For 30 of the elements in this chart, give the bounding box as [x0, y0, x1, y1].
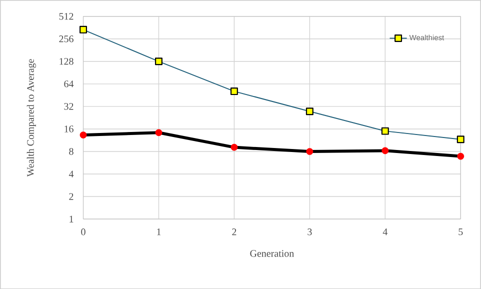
y-tick-label: 32	[64, 102, 74, 110]
point	[80, 26, 88, 34]
point	[457, 152, 464, 160]
y-tick-label: 1	[70, 216, 74, 222]
x-tick-label: 1	[157, 228, 161, 235]
point	[154, 58, 162, 65]
point	[456, 136, 464, 143]
x-axis-title: Generation	[250, 250, 294, 257]
point	[306, 148, 314, 155]
point	[230, 144, 238, 151]
x-tick-label: 0	[81, 228, 86, 236]
point	[155, 129, 162, 136]
y-tick-label: 8	[69, 148, 74, 155]
y-tick-label: 512	[59, 12, 74, 20]
point	[381, 127, 389, 135]
point	[230, 87, 238, 95]
y-tick-label: 4	[68, 170, 74, 178]
x-tick-label: 5	[458, 228, 463, 236]
x-tick-label: 2	[232, 228, 236, 235]
x-tick-label: 3	[308, 228, 312, 236]
y-tick-label: 128	[60, 58, 74, 65]
point	[306, 107, 314, 115]
point	[382, 147, 389, 154]
y-tick-label: 256	[59, 35, 74, 42]
y-tick-label: 16	[64, 125, 74, 132]
point	[80, 131, 87, 138]
y-tick-label: 64	[64, 80, 74, 88]
x-tick-label: 4	[382, 228, 388, 235]
y-tick-label: 2	[69, 193, 74, 200]
y-axis-title: Wealth Compared to Average	[26, 58, 36, 176]
